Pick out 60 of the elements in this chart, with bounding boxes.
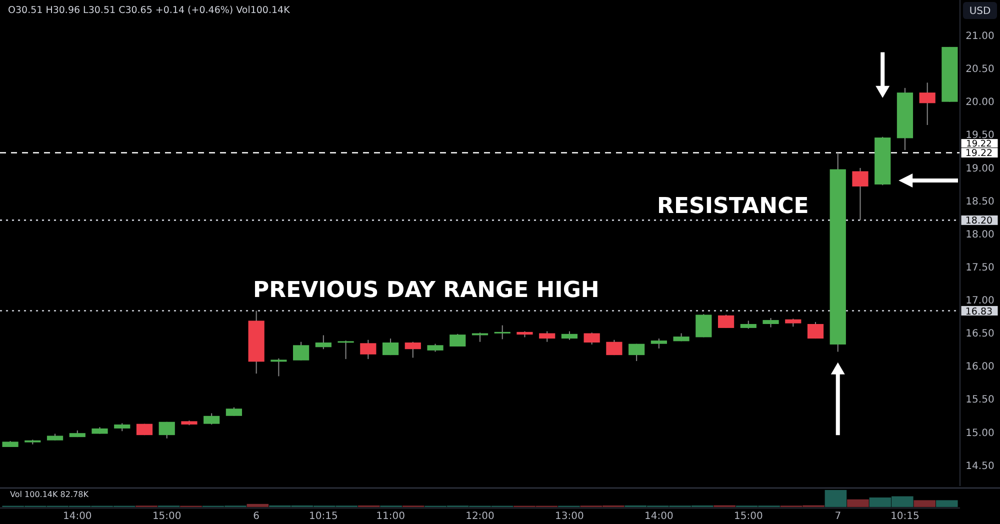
- y-tick-label: 20.50: [966, 64, 994, 76]
- candlestick: [315, 334, 332, 350]
- x-tick-label: 13:00: [555, 511, 584, 522]
- y-axis-title: USD: [969, 6, 991, 17]
- candlestick: [382, 338, 399, 356]
- candlestick: [584, 332, 600, 345]
- candlestick: [852, 167, 868, 221]
- y-tick-label: 17.00: [966, 296, 994, 307]
- y-tick-label: 15.00: [966, 428, 994, 439]
- bar: [824, 490, 847, 507]
- y-tick-label: 20.00: [966, 97, 994, 108]
- x-tick-label: 10:15: [890, 511, 920, 522]
- ref-line-label: 19.22: [965, 148, 993, 160]
- y-tick-label: 18.50: [966, 196, 994, 208]
- candlestick: [293, 341, 310, 361]
- x-tick-label: 14:00: [644, 511, 674, 522]
- annotation: PREVIOUS DAY RANGE HIGH: [253, 278, 600, 303]
- text: 19.22: [966, 140, 992, 150]
- x-tick-label: 10:15: [309, 511, 338, 522]
- x-tick-label: 7: [834, 511, 842, 522]
- candlestick: [628, 343, 645, 362]
- bar: [914, 500, 936, 507]
- candlestick: [762, 318, 779, 328]
- x-tick-label: 15:00: [734, 511, 763, 522]
- chart-title: Vol 100.14K 82.78K: [10, 490, 90, 499]
- candlestick: [919, 82, 936, 126]
- candlestick: [494, 324, 510, 340]
- candlestick: [404, 341, 421, 358]
- annotation: RESISTANCE: [657, 194, 809, 219]
- candlestick: [450, 333, 466, 347]
- x-tick-label: 6: [253, 511, 260, 522]
- ref-line-label: 16.83: [965, 306, 993, 318]
- y-tick-label: 18.00: [966, 229, 994, 240]
- candlestick: [807, 322, 824, 340]
- candlestick: [539, 330, 556, 342]
- candlestick: [650, 338, 667, 349]
- candlestick: [158, 421, 175, 439]
- bar: [936, 500, 958, 507]
- x-tick-label: 11:00: [376, 511, 405, 522]
- candlestick: [270, 358, 287, 377]
- candlestick: [360, 339, 376, 360]
- y-tick-label: 16.50: [966, 328, 994, 340]
- x-tick-label: 14:00: [62, 511, 92, 522]
- ref-line-label: 18.20: [965, 216, 993, 227]
- x-tick-label: 12:00: [466, 511, 494, 522]
- bar: [847, 499, 869, 507]
- y-tick-label: 14.50: [966, 460, 994, 472]
- y-tick-label: 21.00: [966, 31, 994, 42]
- candlestick: [696, 314, 712, 338]
- text: O30.51 H30.96 L30.51 C30.65 +0.14 (+0.46%) Vol100.14K: [8, 5, 291, 16]
- y-tick-label: 15.50: [966, 394, 994, 406]
- candlestick: [338, 340, 354, 360]
- candlestick: [606, 339, 622, 356]
- y-tick-label: 17.50: [966, 262, 994, 274]
- x-tick-label: 15:00: [152, 511, 182, 522]
- candlestick: [718, 314, 734, 328]
- bar: [246, 504, 269, 507]
- y-tick-label: 16.00: [966, 362, 994, 373]
- candlestick: [204, 412, 220, 426]
- y-tick-label: 19.00: [966, 163, 994, 174]
